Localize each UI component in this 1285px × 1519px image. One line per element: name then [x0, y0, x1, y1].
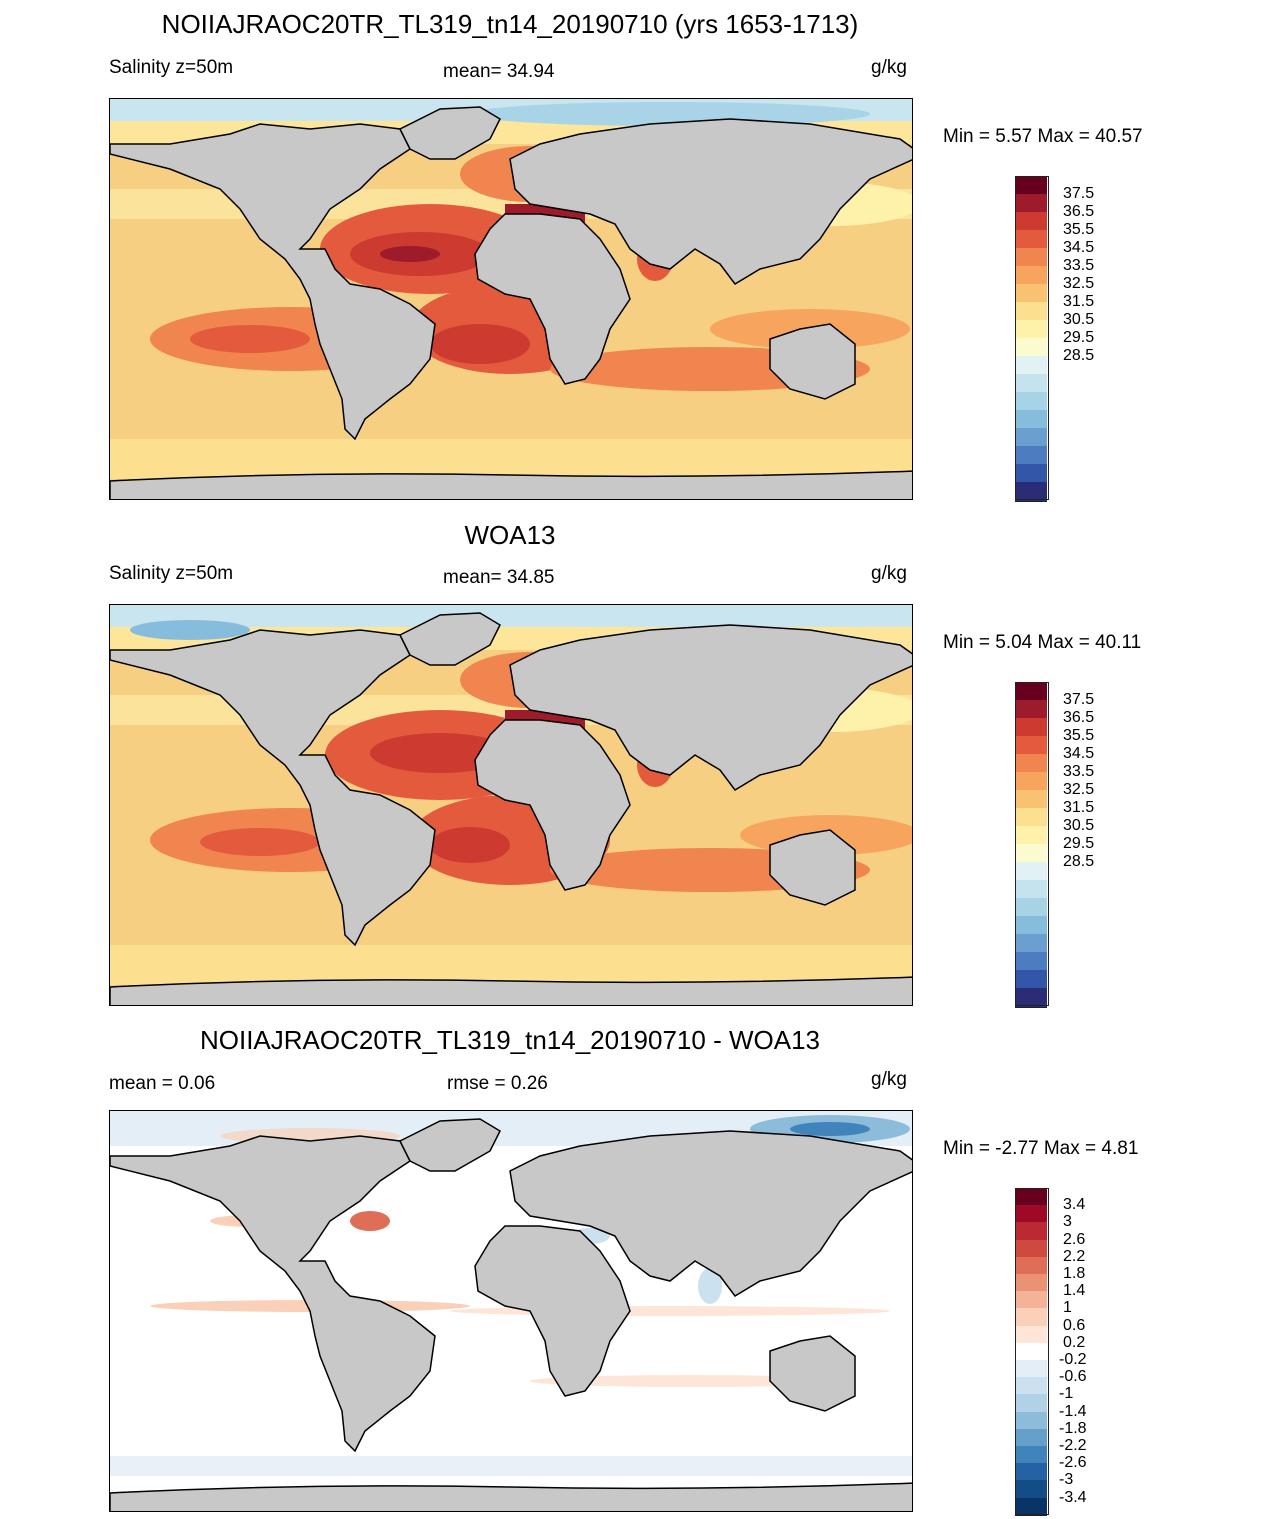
panel2-map-svg — [110, 605, 912, 1005]
panel1-colorbar: 37.5 36.5 35.5 34.5 33.5 32.5 31.5 30.5 29.5 28.5 — [1015, 176, 1094, 502]
colorbar-swatch — [1015, 988, 1047, 1008]
colorbar-frame — [1015, 176, 1049, 500]
colorbar-frame — [1015, 1188, 1049, 1515]
colorbar-tick-label: 34.5 — [1063, 745, 1095, 762]
colorbar-tick-label: 3 — [1063, 1213, 1072, 1231]
colorbar-tick-label: 32.5 — [1063, 781, 1095, 798]
colorbar-tick-label: 2.6 — [1063, 1230, 1086, 1248]
panel2-min-max: Min = 5.04 Max = 40.11 — [943, 632, 1142, 653]
colorbar-tick-label: 3.4 — [1063, 1196, 1086, 1214]
panel3-map-svg — [110, 1111, 912, 1511]
panel1-map — [109, 98, 913, 500]
panel1-map-svg — [110, 99, 912, 499]
panel2-map — [109, 604, 913, 1006]
colorbar-tick-label: 31.5 — [1063, 799, 1095, 816]
panel1-left-label: Salinity z=50m — [109, 57, 234, 78]
colorbar-tick-label: 33.5 — [1063, 763, 1095, 780]
colorbar-tick-label: 30.5 — [1063, 311, 1095, 328]
colorbar-swatch — [1015, 482, 1047, 502]
colorbar-tick-label: -3 — [1059, 1471, 1074, 1489]
panel1-min-max: Min = 5.57 Max = 40.57 — [943, 126, 1143, 147]
panel3-title: NOIIAJRAOC20TR_TL319_tn14_20190710 - WOA… — [199, 1025, 820, 1055]
panel2-units: g/kg — [871, 563, 907, 584]
colorbar-tick-label: 1.8 — [1063, 1265, 1086, 1282]
colorbar-tick-label: 0.2 — [1063, 1333, 1086, 1351]
panel3-min-max: Min = -2.77 Max = 4.81 — [943, 1138, 1139, 1159]
colorbar-tick-label: -2.2 — [1059, 1437, 1087, 1454]
colorbar-tick-label: 36.5 — [1063, 203, 1095, 220]
colorbar-tick-label: 32.5 — [1063, 275, 1095, 292]
colorbar-tick-label: -1.4 — [1059, 1402, 1087, 1420]
colorbar-tick-label: -3.4 — [1059, 1488, 1087, 1506]
panel3-map — [109, 1110, 913, 1512]
colorbar-tick-label: 2.2 — [1063, 1247, 1086, 1265]
panel1-title: NOIIAJRAOC20TR_TL319_tn14_20190710 (yrs … — [161, 9, 859, 39]
colorbar-swatch — [1015, 1497, 1047, 1517]
colorbar-tick-label: 0.6 — [1063, 1316, 1086, 1334]
colorbar-tick-label: 29.5 — [1063, 329, 1095, 346]
panel1-mean-label: mean= 34.94 — [443, 61, 555, 82]
panel1-units: g/kg — [871, 57, 907, 78]
colorbar-tick-label: 35.5 — [1063, 221, 1095, 238]
colorbar-tick-label: 30.5 — [1063, 817, 1095, 834]
colorbar-tick-label: -0.2 — [1059, 1351, 1087, 1368]
colorbar-tick-label: -1.8 — [1059, 1419, 1087, 1437]
colorbar-tick-label: -2.6 — [1059, 1454, 1087, 1472]
colorbar-tick-label: 29.5 — [1063, 835, 1095, 852]
panel2-mean-label: mean= 34.85 — [443, 567, 555, 588]
panel2-left-label: Salinity z=50m — [109, 563, 234, 584]
colorbar-tick-label: -1 — [1059, 1385, 1074, 1403]
colorbar-tick-label: 1 — [1063, 1299, 1072, 1317]
colorbar-tick-label: 35.5 — [1063, 727, 1095, 744]
colorbar-tick-label: -0.6 — [1059, 1368, 1087, 1386]
colorbar-tick-label: 31.5 — [1063, 293, 1095, 310]
panel2-title: WOA13 — [464, 520, 556, 550]
colorbar-tick-label: 33.5 — [1063, 257, 1095, 274]
panel2-colorbar: 37.5 36.5 35.5 34.5 33.5 32.5 31.5 30.5 29.5 28.5 — [1015, 682, 1094, 1008]
colorbar-tick-label: 1.4 — [1063, 1282, 1086, 1300]
colorbar-tick-label: 34.5 — [1063, 239, 1095, 256]
panel3-mean-label: mean = 0.06 — [109, 1073, 216, 1094]
colorbar-frame — [1015, 682, 1049, 1006]
panel3-units: g/kg — [871, 1069, 907, 1090]
colorbar-tick-label: 28.5 — [1063, 347, 1095, 364]
panel3-rmse-label: rmse = 0.26 — [447, 1073, 548, 1094]
colorbar-tick-label: 28.5 — [1063, 853, 1095, 870]
panel3-colorbar: 3.4 3 2.6 2.2 1.8 1.4 1 0.6 0.2 -0.2 -0.6 -1 -1.4 -1.… — [1015, 1188, 1087, 1517]
colorbar-tick-label: 36.5 — [1063, 709, 1095, 726]
colorbar-tick-label: 37.5 — [1063, 185, 1095, 202]
colorbar-tick-label: 37.5 — [1063, 691, 1095, 708]
